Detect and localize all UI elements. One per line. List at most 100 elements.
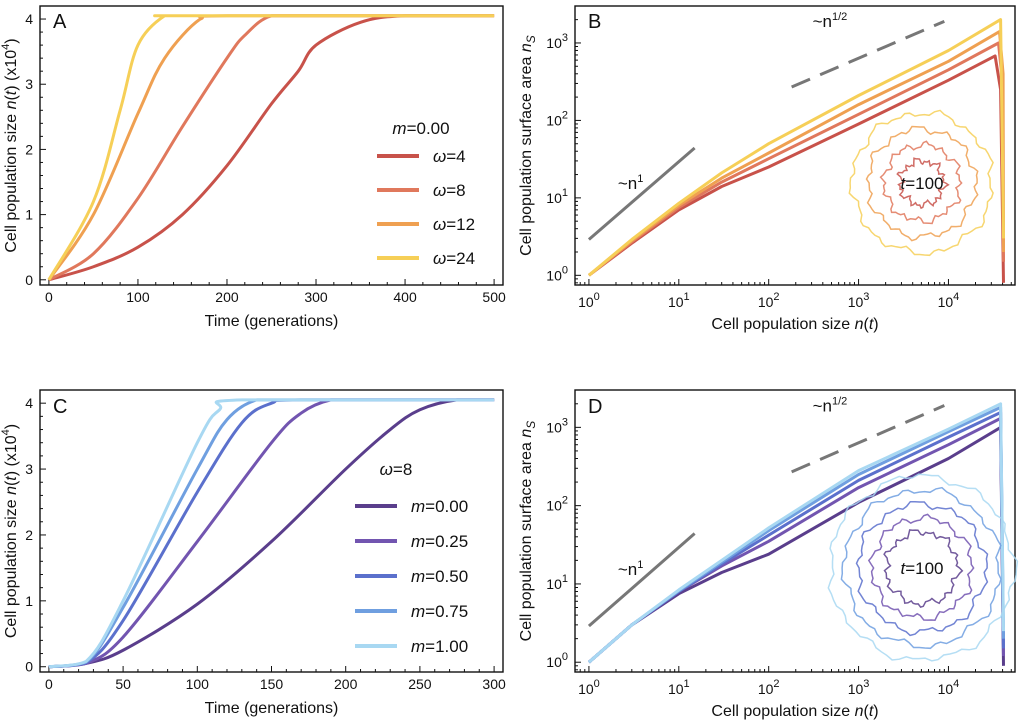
- y-tick-label: 101: [546, 187, 568, 206]
- series-line: [48, 14, 495, 282]
- y-tick-label: 3: [25, 76, 33, 92]
- x-tick-label: 100: [186, 676, 210, 692]
- y-tick-label: 1: [25, 593, 33, 609]
- y-tick-label: 101: [546, 573, 568, 592]
- panel-label: C: [53, 396, 67, 418]
- x-tick-label: 101: [668, 291, 690, 310]
- x-tick-label: 300: [482, 676, 506, 692]
- x-tick-label: 200: [215, 289, 239, 305]
- panel-c: 0 50 100 150 200 250 300 0 1 2 3 4 ω=8 m=0.00 m=0.25 m=…: [0, 389, 506, 717]
- legend-label: m=0.00: [411, 497, 468, 516]
- plot-frame: [39, 5, 504, 286]
- y-tick-label: 100: [546, 264, 568, 283]
- y-tick-label: 1: [25, 207, 33, 223]
- x-tick-label: 0: [45, 676, 53, 692]
- colony-front: [827, 473, 1019, 662]
- y-tick-label: 103: [546, 32, 568, 51]
- panel-a: 0 100 200 300 400 500 0 1 2 3 4 m=0.00 ω=4 ω=8 ω=12 ω=2…: [0, 5, 506, 330]
- colony-inset: [848, 109, 994, 257]
- series-line: [587, 425, 1005, 666]
- series-line: [587, 18, 1005, 277]
- x-axis-label: Cell population size n(t): [711, 316, 878, 333]
- colony-front: [896, 157, 950, 210]
- legend-title: m=0.00: [392, 119, 449, 138]
- slope-1-guide: [587, 532, 696, 628]
- x-tick-label: 103: [848, 291, 870, 310]
- x-tick-label: 102: [758, 678, 780, 697]
- legend-label: m=0.50: [411, 567, 468, 586]
- series-line: [48, 14, 495, 282]
- inset-time-label: t=100: [900, 174, 943, 193]
- legend-label: m=1.00: [411, 637, 468, 656]
- series-line: [587, 402, 1005, 664]
- y-tick-label: 2: [25, 141, 33, 157]
- colony-front: [865, 125, 979, 242]
- slope-1-label: ~n1: [618, 173, 644, 193]
- x-tick-label: 0: [45, 289, 53, 305]
- x-tick-label: 100: [126, 289, 150, 305]
- panel-d: 100 101 102 103 104 100 101 102 103 ~n1 ~n1/2 t=100…: [518, 389, 1019, 720]
- inset-time-label: t=100: [900, 559, 943, 578]
- slope-half-label: ~n1/2: [813, 395, 848, 415]
- legend-title: ω=8: [380, 460, 413, 479]
- plot-frame: [574, 5, 1016, 286]
- legend-label: ω=24: [433, 249, 475, 268]
- x-axis-label: Cell population size n(t): [711, 703, 878, 720]
- y-tick-label: 4: [25, 395, 33, 411]
- y-tick-label: 100: [546, 651, 568, 670]
- y-axis-label: Cell population size n(t) (x104): [0, 38, 20, 252]
- x-tick-label: 50: [115, 676, 131, 692]
- colony-inset: [827, 473, 1019, 662]
- series-line: [48, 398, 495, 669]
- series-line: [587, 41, 1005, 277]
- x-tick-label: 100: [578, 678, 600, 697]
- legend-label: ω=8: [433, 181, 466, 200]
- x-tick-label: 100: [578, 291, 600, 310]
- x-tick-label: 150: [260, 676, 284, 692]
- legend-label: m=0.25: [411, 532, 468, 551]
- panel-b: 100 101 102 103 104 100 101 102 103 ~n1 ~n1/2 t=100…: [518, 5, 1016, 333]
- y-tick-label: 0: [25, 272, 33, 288]
- x-tick-label: 500: [482, 289, 506, 305]
- x-tick-label: 104: [938, 291, 960, 310]
- series-line: [587, 416, 1005, 664]
- series-line: [587, 405, 1005, 664]
- colony-front: [879, 140, 963, 225]
- slope-half-label: ~n1/2: [813, 11, 848, 31]
- x-tick-label: 104: [938, 678, 960, 697]
- y-tick-label: 0: [25, 659, 33, 675]
- x-tick-label: 400: [393, 289, 417, 305]
- y-tick-label: 3: [25, 461, 33, 477]
- x-axis-label: Time (generations): [205, 313, 339, 330]
- colony-front: [883, 529, 964, 608]
- series-line: [588, 54, 1005, 283]
- x-tick-label: 101: [668, 678, 690, 697]
- x-tick-label: 200: [334, 676, 358, 692]
- legend-label: ω=12: [433, 215, 475, 234]
- y-axis-label: Cell population surface area nS: [518, 35, 538, 256]
- colony-front: [867, 513, 975, 621]
- slope-half-guide: [791, 19, 945, 89]
- y-axis-label: Cell population size n(t) (x104): [0, 424, 20, 638]
- colony-front: [855, 500, 989, 637]
- panel-label: D: [588, 396, 602, 418]
- series-line: [48, 398, 495, 669]
- y-tick-label: 102: [546, 109, 568, 128]
- slope-1-label: ~n1: [618, 559, 644, 579]
- x-axis-label: Time (generations): [205, 700, 339, 717]
- legend-label: ω=4: [433, 147, 466, 166]
- x-tick-label: 300: [304, 289, 328, 305]
- x-tick-label: 103: [848, 678, 870, 697]
- plot-frame: [574, 389, 1016, 673]
- y-tick-label: 103: [546, 416, 568, 435]
- x-tick-label: 250: [408, 676, 432, 692]
- slope-half-guide: [791, 404, 945, 474]
- series-line: [47, 14, 495, 281]
- panel-label: A: [53, 11, 67, 33]
- x-tick-label: 102: [758, 291, 780, 310]
- y-tick-label: 4: [25, 11, 33, 27]
- slope-1-guide: [587, 146, 696, 241]
- colony-front: [840, 486, 1002, 650]
- y-tick-label: 102: [546, 495, 568, 514]
